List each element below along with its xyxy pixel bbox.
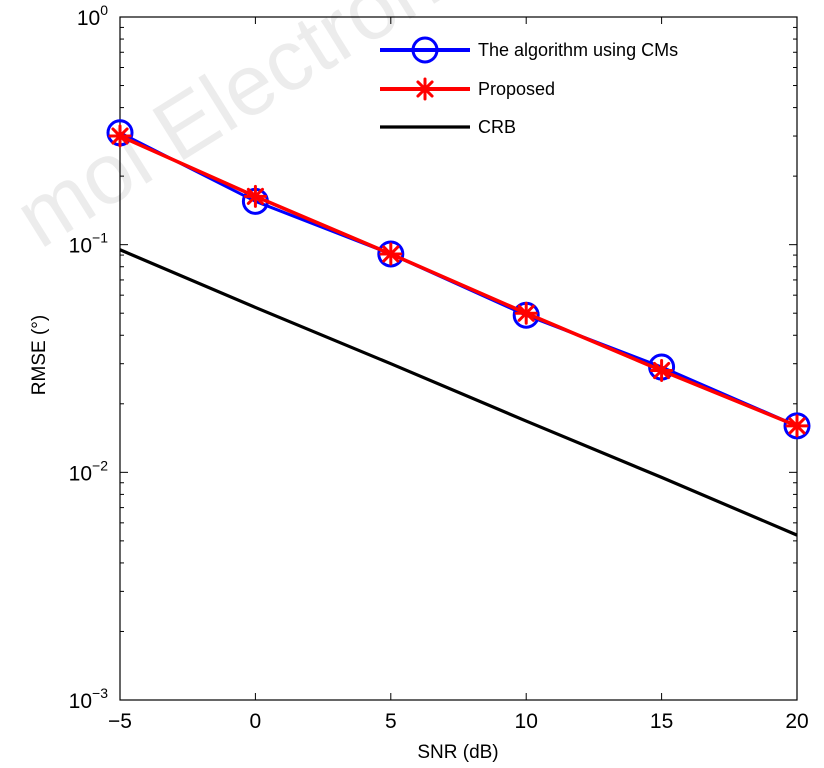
- data-point-circle: [783, 412, 811, 440]
- y-axis-label: RMSE (°): [29, 315, 50, 395]
- x-axis-ticks: −5 0 5 10 15 20: [108, 17, 809, 733]
- y-tick-exponent: −2: [92, 457, 108, 473]
- data-point-asterisk: [379, 242, 403, 266]
- asterisk-stroke: [246, 187, 264, 205]
- data-point-asterisk: [108, 124, 132, 148]
- series-layer: [106, 119, 811, 537]
- asterisk-stroke: [788, 417, 806, 435]
- y-tick-label: 10−3: [69, 685, 109, 713]
- y-tick-label: 100: [77, 2, 108, 30]
- legend-label: The algorithm using CMs: [478, 40, 678, 60]
- series-proposed: [108, 124, 809, 438]
- y-tick-base: 10: [69, 235, 92, 258]
- watermark-text: mol Electron: [0, 0, 455, 266]
- legend-label: Proposed: [478, 79, 555, 99]
- data-point-circle: [377, 240, 405, 268]
- y-tick-exponent: −1: [92, 230, 108, 246]
- data-point-asterisk: [514, 301, 538, 325]
- data-point-asterisk: [243, 184, 267, 208]
- series-line: [119, 134, 798, 428]
- data-point-asterisk: [650, 359, 674, 383]
- y-tick-base: 10: [69, 462, 92, 485]
- x-tick-label: 15: [650, 710, 673, 733]
- series-crb: [119, 248, 798, 537]
- y-tick-base: 10: [69, 690, 92, 713]
- series-the-algorithm-using-cms: [106, 119, 811, 440]
- x-tick-label: 5: [385, 710, 397, 733]
- asterisk-stroke: [382, 245, 400, 263]
- y-tick-label: 10−1: [69, 230, 109, 258]
- series-line: [119, 248, 798, 537]
- series-line: [119, 131, 798, 428]
- y-tick-exponent: −3: [92, 685, 108, 701]
- x-axis-label: SNR (dB): [417, 742, 498, 763]
- legend-label: CRB: [478, 117, 516, 137]
- plot-frame: [119, 16, 798, 701]
- asterisk-stroke: [517, 304, 535, 322]
- y-tick-label: 10−2: [69, 457, 109, 485]
- legend-item: Proposed: [380, 77, 555, 101]
- data-point-asterisk: [413, 77, 437, 101]
- legend-item: CRB: [380, 117, 516, 137]
- asterisk-stroke: [111, 127, 129, 145]
- x-tick-label: −5: [108, 710, 132, 733]
- x-tick-label: 10: [515, 710, 538, 733]
- asterisk-stroke: [416, 80, 434, 98]
- legend-item: The algorithm using CMs: [380, 36, 678, 64]
- x-tick-label: 0: [250, 710, 262, 733]
- legend: The algorithm using CMs Proposed CRB: [380, 36, 678, 137]
- y-tick-base: 10: [77, 7, 100, 30]
- data-point-circle: [411, 36, 439, 64]
- x-tick-label: 20: [785, 710, 808, 733]
- asterisk-stroke: [653, 361, 671, 380]
- y-tick-exponent: 0: [100, 2, 108, 18]
- data-point-asterisk: [785, 414, 809, 438]
